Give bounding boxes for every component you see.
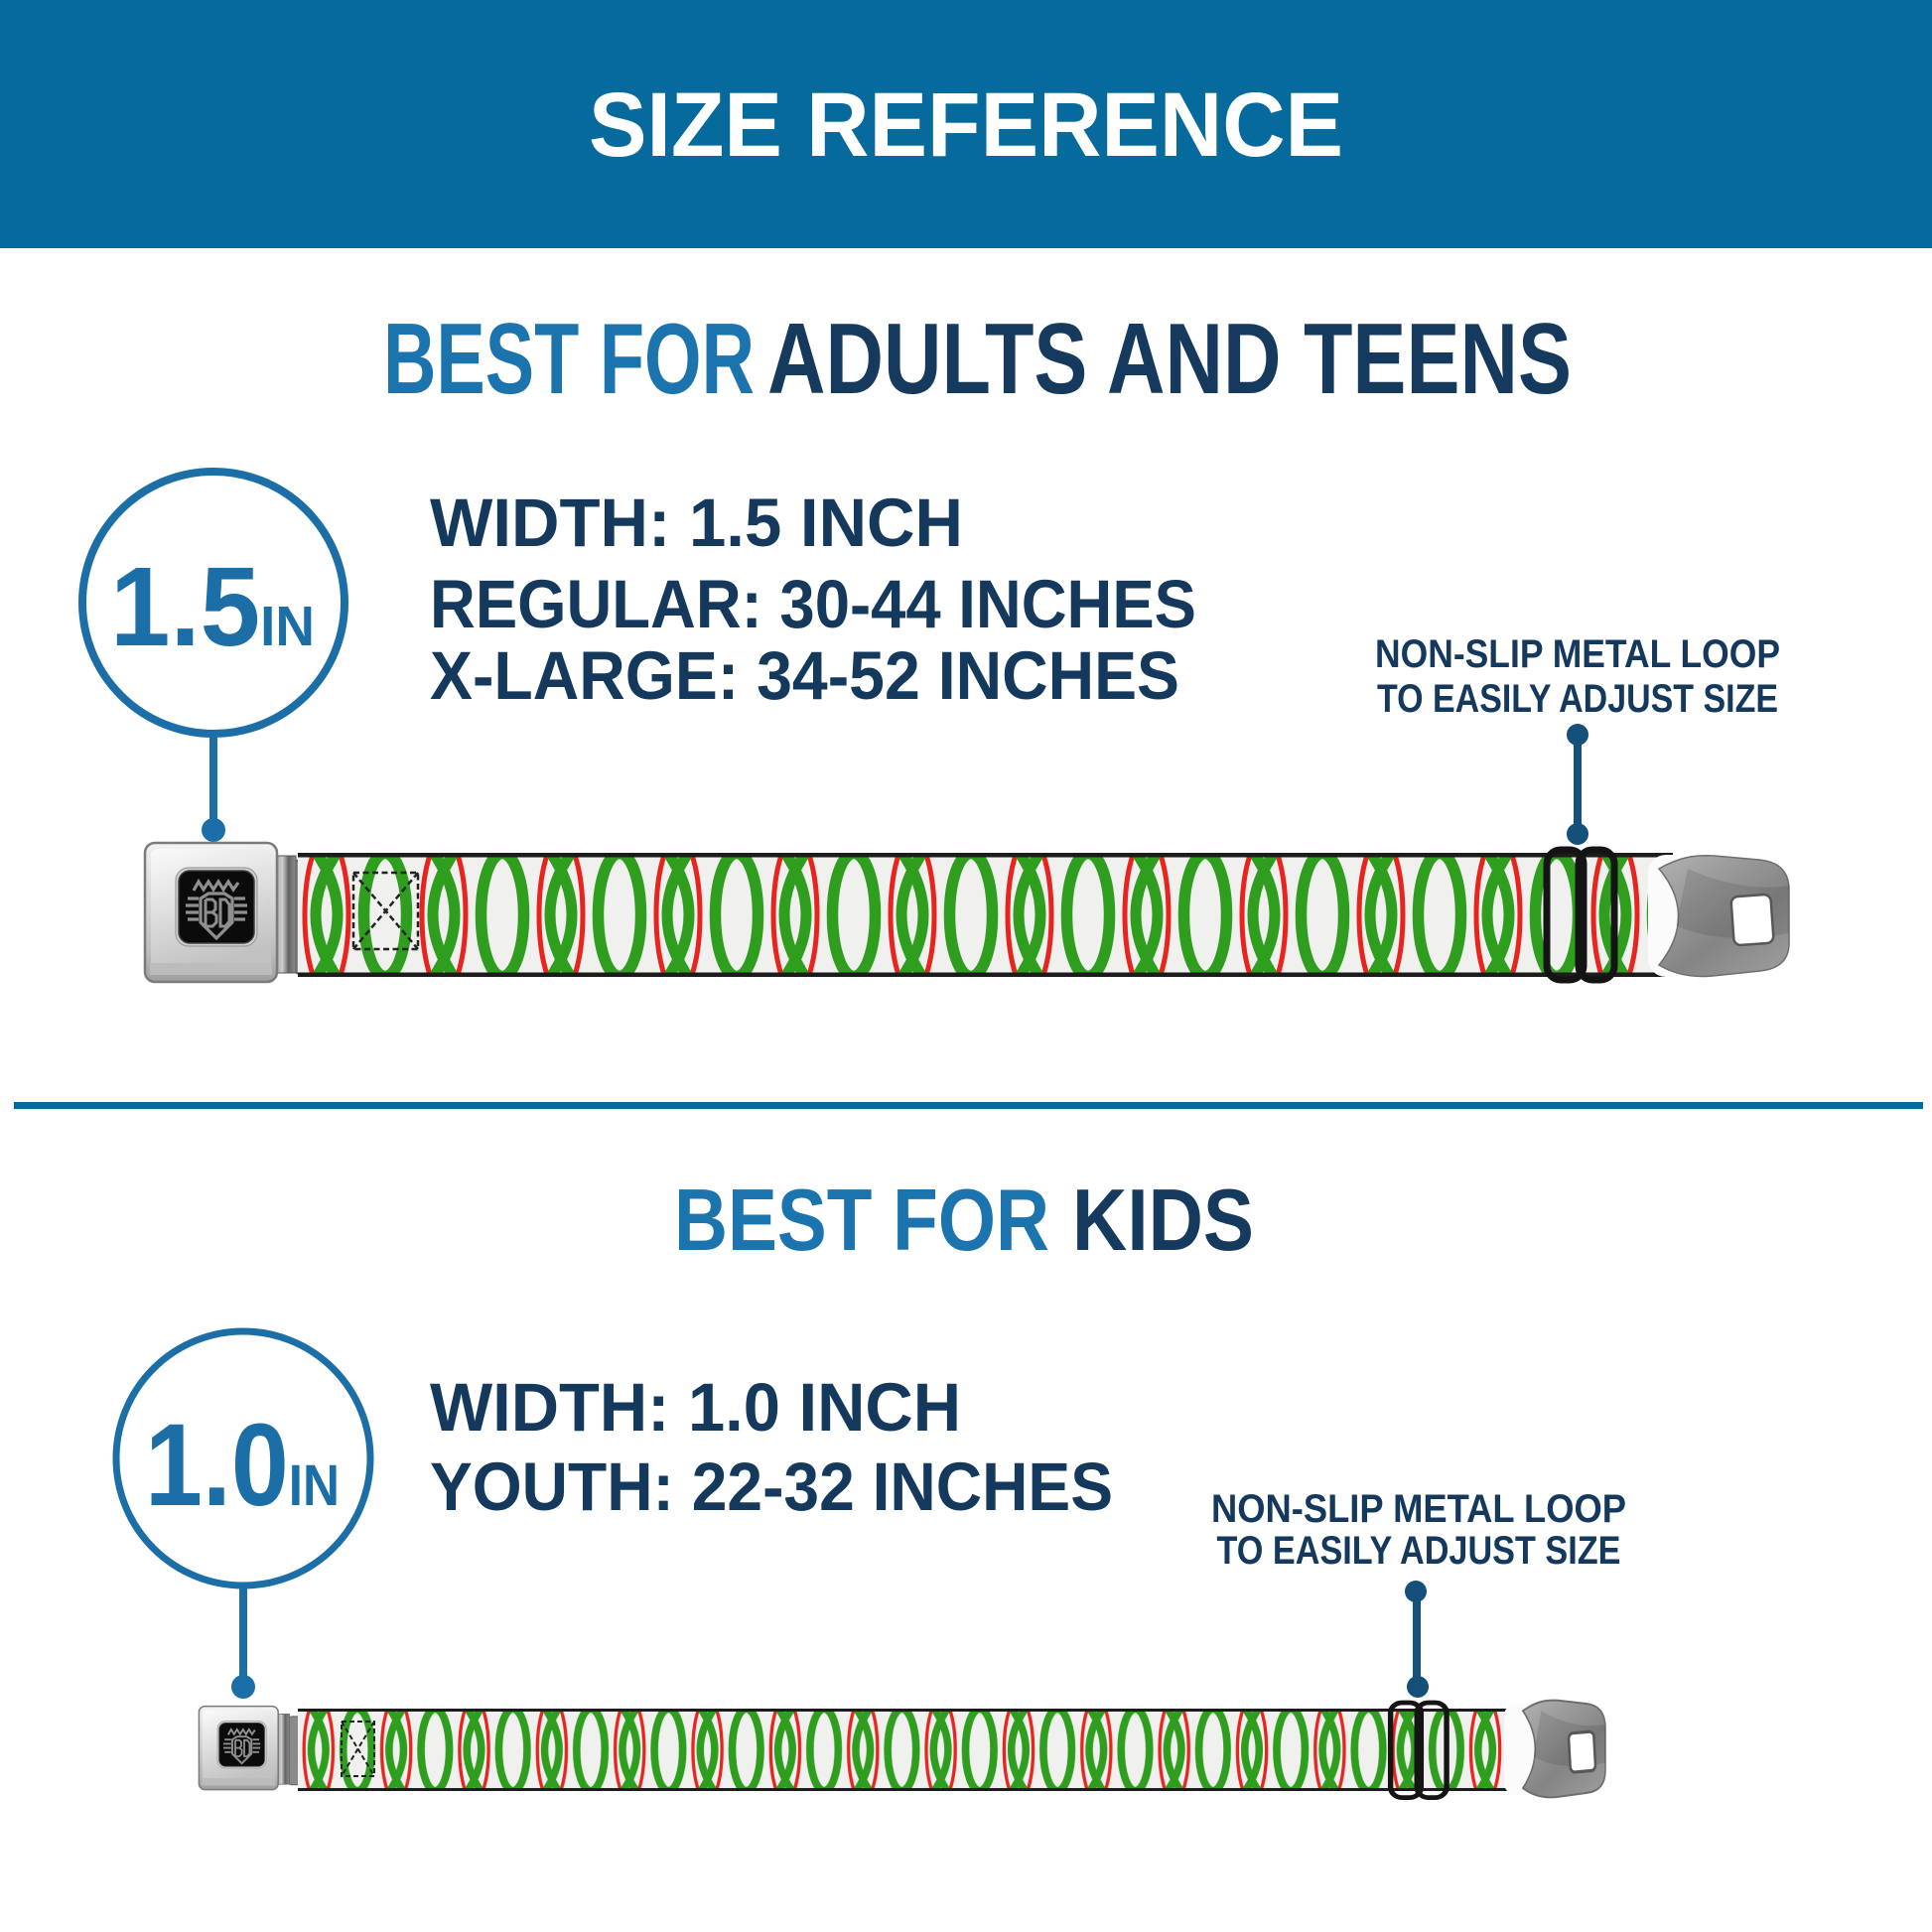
svg-text:SIZE REFERENCE: SIZE REFERENCE bbox=[589, 74, 1343, 176]
svg-text:NON-SLIP METAL LOOP: NON-SLIP METAL LOOP bbox=[1211, 1487, 1626, 1531]
svg-text:ADULTS AND TEENS: ADULTS AND TEENS bbox=[767, 304, 1572, 415]
svg-text:BEST FOR: BEST FOR bbox=[674, 1171, 1049, 1269]
svg-text:WIDTH: 1.0 INCH: WIDTH: 1.0 INCH bbox=[430, 1369, 961, 1446]
svg-text:NON-SLIP METAL LOOP: NON-SLIP METAL LOOP bbox=[1375, 632, 1780, 676]
svg-text:REGULAR: 30-44 INCHES: REGULAR: 30-44 INCHES bbox=[430, 566, 1196, 642]
svg-text:BEST FOR: BEST FOR bbox=[383, 304, 755, 415]
svg-text:X-LARGE: 34-52 INCHES: X-LARGE: 34-52 INCHES bbox=[430, 637, 1179, 714]
svg-text:TO EASILY ADJUST SIZE: TO EASILY ADJUST SIZE bbox=[1377, 677, 1778, 721]
svg-text:KIDS: KIDS bbox=[1072, 1171, 1254, 1269]
svg-text:WIDTH: 1.5 INCH: WIDTH: 1.5 INCH bbox=[430, 484, 963, 561]
svg-text:YOUTH: 22-32 INCHES: YOUTH: 22-32 INCHES bbox=[430, 1449, 1113, 1525]
svg-text:TO EASILY ADJUST SIZE: TO EASILY ADJUST SIZE bbox=[1217, 1529, 1621, 1573]
